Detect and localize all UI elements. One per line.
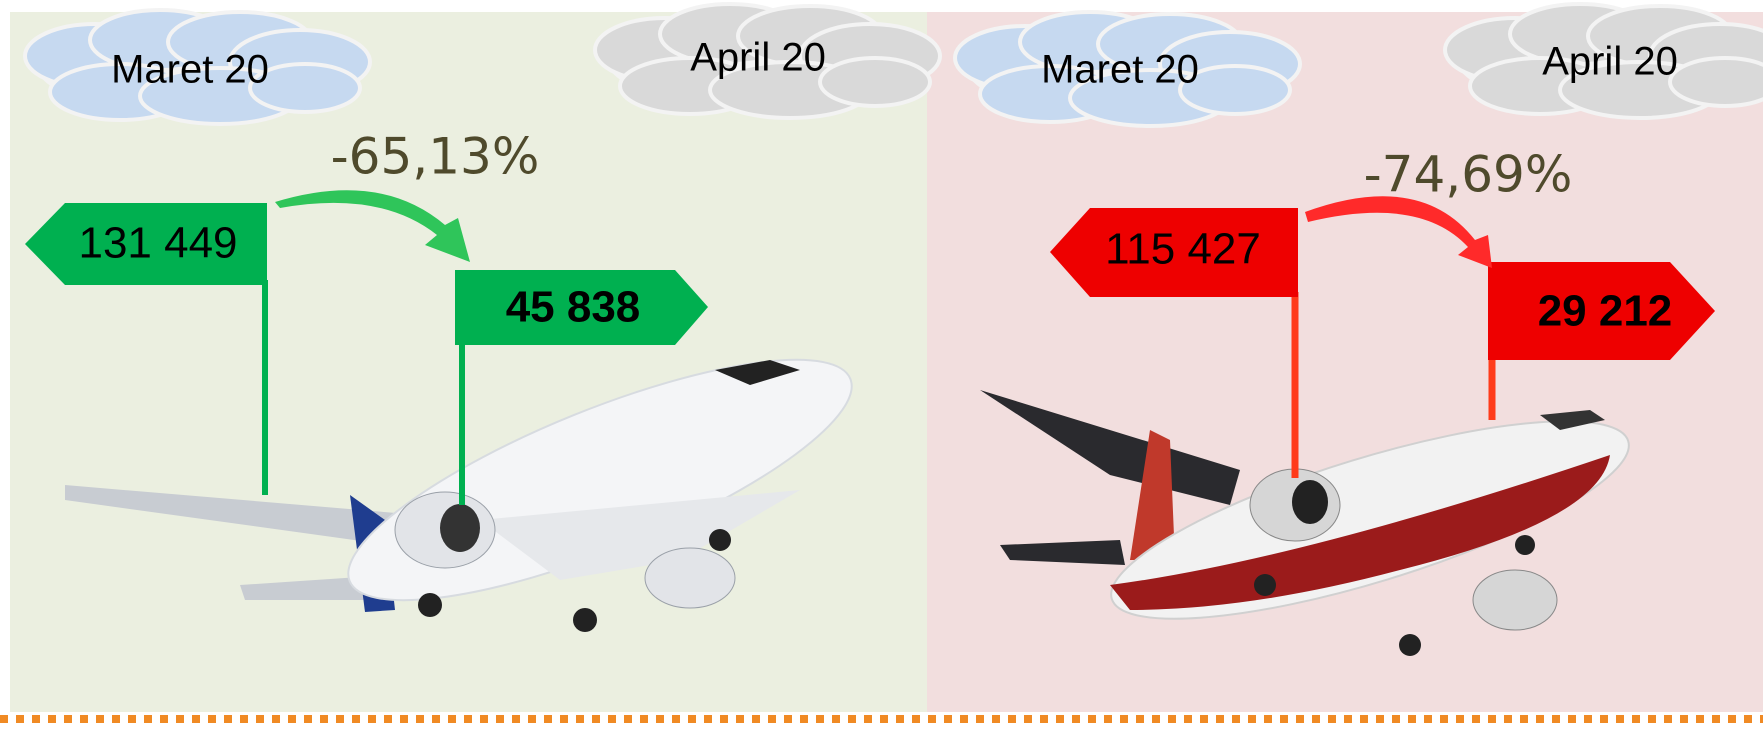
infographic: Maret 20 April 20 131 449 45 838 -65,13%… [0,0,1763,724]
month-label: April 20 [1542,40,1678,84]
value-label: 29 212 [1538,287,1673,336]
month-label: Maret 20 [1041,48,1199,92]
month-label: April 20 [690,36,826,80]
value-label: 115 427 [1105,225,1261,274]
page: {"panels": [ {"month_1": "Maret 20", "mo… [0,0,1763,724]
value-label: 131 449 [78,219,237,268]
change-label: -74,69% [1364,146,1573,204]
month-label: Maret 20 [111,48,269,92]
change-label: -65,13% [331,128,540,186]
value-label: 45 838 [506,283,641,332]
